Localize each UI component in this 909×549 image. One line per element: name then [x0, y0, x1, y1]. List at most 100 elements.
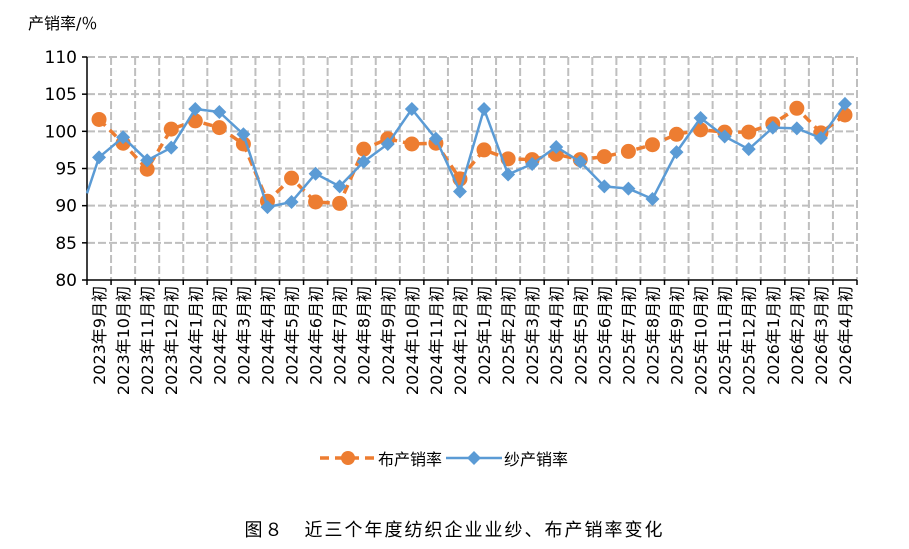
- data-point-diamond: [813, 131, 828, 146]
- x-tick-label: 2025年2月初: [499, 286, 518, 385]
- x-tick-label: 2025年8月初: [643, 286, 662, 385]
- data-point-diamond: [284, 194, 299, 209]
- data-point-diamond: [789, 121, 804, 136]
- data-point-circle: [308, 194, 324, 210]
- data-point-circle: [356, 141, 372, 157]
- data-point-circle: [620, 143, 636, 159]
- x-tick-label: 2024年12月初: [451, 286, 470, 395]
- x-tick-label: 2024年1月初: [186, 286, 205, 385]
- data-point-circle: [741, 124, 757, 140]
- x-tick-label: 2025年11月初: [716, 286, 735, 395]
- y-tick-label: 110: [45, 48, 77, 68]
- x-tick-label: 2024年6月初: [307, 286, 326, 385]
- x-tick-label: 2024年4月初: [258, 286, 277, 385]
- series-layer: [85, 96, 853, 215]
- data-point-diamond: [188, 102, 203, 117]
- y-tick-label: 100: [45, 122, 77, 142]
- data-point-circle: [669, 126, 685, 142]
- data-point-circle: [284, 170, 300, 186]
- legend-item-cloth: 布产销率: [318, 446, 442, 470]
- x-tick-label: 2024年10月初: [403, 286, 422, 395]
- x-tick-label: 2025年1月初: [475, 286, 494, 385]
- data-point-diamond: [645, 191, 660, 206]
- data-point-circle: [644, 137, 660, 153]
- data-point-diamond: [332, 179, 347, 194]
- x-tick-label: 2025年9月初: [668, 286, 687, 385]
- legend-item-yarn: 纱产销率: [444, 446, 568, 470]
- data-point-diamond: [837, 96, 852, 111]
- data-point-diamond: [404, 102, 419, 117]
- data-point-diamond: [669, 145, 684, 160]
- y-tick-label: 90: [55, 197, 77, 217]
- data-point-diamond: [380, 136, 395, 151]
- data-point-diamond: [549, 139, 564, 154]
- data-point-diamond: [116, 130, 131, 145]
- legend: 布产销率 纱产销率: [318, 444, 570, 472]
- y-tick-label: 105: [45, 85, 77, 105]
- data-point-diamond: [212, 105, 227, 120]
- x-tick-label: 2023年10月初: [114, 286, 133, 395]
- data-point-diamond: [92, 150, 107, 165]
- data-point-circle: [596, 149, 612, 165]
- x-tick-label: 2025年10月初: [692, 286, 711, 395]
- x-tick-label: 2026年1月初: [764, 286, 783, 385]
- data-point-diamond: [356, 154, 371, 169]
- data-point-diamond: [525, 157, 540, 172]
- x-tick-label: 2025年12月初: [740, 286, 759, 395]
- x-tick-label: 2024年9月初: [379, 286, 398, 385]
- x-tick-label: 2025年4月初: [547, 286, 566, 385]
- data-point-diamond: [693, 110, 708, 125]
- data-point-circle: [789, 100, 805, 116]
- x-tick-label: 2025年5月初: [571, 286, 590, 385]
- data-point-diamond: [477, 102, 492, 117]
- x-tick-label: 2024年2月初: [210, 286, 229, 385]
- data-point-circle: [404, 136, 420, 152]
- data-point-circle: [91, 111, 107, 127]
- figure-caption: 图８ 近三个年度纺织企业业纱、布产销率变化: [244, 520, 665, 541]
- data-point-circle: [163, 121, 179, 137]
- x-tick-label: 2024年11月初: [427, 286, 446, 395]
- data-point-diamond: [765, 120, 780, 135]
- x-tick-label: 2025年6月初: [595, 286, 614, 385]
- data-point-diamond: [308, 166, 323, 181]
- x-tick-label: 2024年5月初: [283, 286, 302, 385]
- x-tick-label: 2024年7月初: [331, 286, 350, 385]
- y-axis-ticks: 80 85 90 95 100 105 110: [45, 48, 87, 291]
- data-point-circle: [139, 161, 155, 177]
- y-tick-label: 80: [55, 271, 77, 291]
- data-point-circle: [693, 122, 709, 138]
- x-axis-ticks: 2023年9月初 2023年10月初 2023年11月初 2023年12月初 2024年…: [86, 280, 858, 395]
- x-tick-label: 2024年8月初: [355, 286, 374, 385]
- data-point-circle: [476, 142, 492, 158]
- y-tick-label: 95: [55, 160, 77, 180]
- x-tick-label: 2025年7月初: [619, 286, 638, 385]
- data-point-diamond: [573, 154, 588, 169]
- data-point-diamond: [260, 200, 275, 215]
- series-yarn: [85, 96, 852, 215]
- data-point-diamond: [717, 129, 732, 144]
- legend-marker-circle: [320, 451, 376, 465]
- data-point-circle: [211, 120, 227, 136]
- data-point-diamond: [164, 140, 179, 155]
- data-point-diamond: [140, 153, 155, 168]
- legend-marker-diamond: [446, 451, 503, 465]
- x-tick-label: 2026年2月初: [788, 286, 807, 385]
- legend-label-cloth: 布产销率: [378, 450, 443, 469]
- x-tick-label: 2026年3月初: [812, 286, 831, 385]
- x-tick-label: 2025年3月初: [523, 286, 542, 385]
- x-tick-label: 2023年9月初: [90, 286, 109, 385]
- x-tick-label: 2023年12月初: [162, 286, 181, 395]
- data-point-diamond: [452, 184, 467, 199]
- y-axis-label: 产销率/％: [28, 14, 98, 33]
- data-point-diamond: [741, 142, 756, 157]
- data-point-diamond: [597, 179, 612, 194]
- data-point-diamond: [501, 167, 516, 182]
- legend-label-yarn: 纱产销率: [504, 450, 569, 469]
- x-tick-label: 2026年4月初: [836, 286, 855, 385]
- x-tick-label: 2023年11月初: [138, 286, 157, 395]
- data-point-diamond: [621, 181, 636, 196]
- grid-lines: [87, 56, 858, 280]
- y-tick-label: 85: [55, 234, 77, 254]
- data-point-circle: [332, 195, 348, 211]
